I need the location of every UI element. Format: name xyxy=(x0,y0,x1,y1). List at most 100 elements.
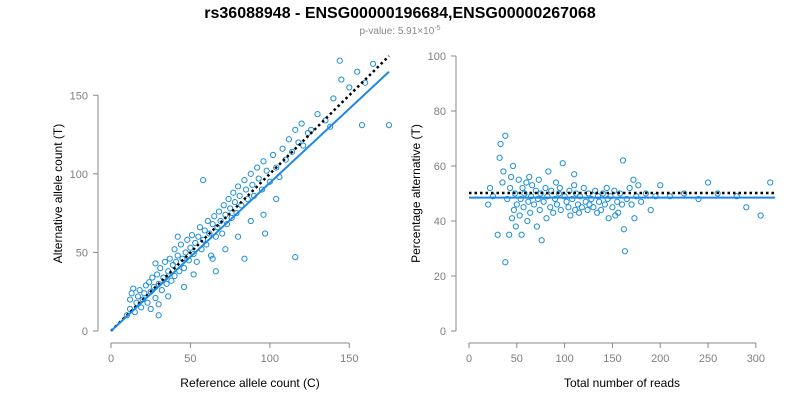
data-point xyxy=(538,237,545,244)
data-point xyxy=(628,201,635,208)
data-point xyxy=(618,201,626,208)
data-point xyxy=(535,176,542,183)
data-point xyxy=(147,305,154,313)
reference-line xyxy=(110,55,390,332)
data-point xyxy=(300,142,307,149)
data-point xyxy=(609,204,616,211)
data-point xyxy=(569,195,576,203)
data-point xyxy=(142,282,150,289)
subtitle-text: p-value: 5.91×10 xyxy=(359,26,434,37)
data-point xyxy=(695,195,702,203)
data-point xyxy=(496,154,503,161)
data-point xyxy=(209,255,216,262)
data-point xyxy=(149,274,156,281)
data-point xyxy=(525,198,532,205)
data-point xyxy=(652,193,659,200)
data-point xyxy=(190,250,197,258)
data-point xyxy=(666,193,673,200)
data-point xyxy=(563,198,570,205)
subtitle-exponent: -5 xyxy=(434,25,440,32)
data-point xyxy=(497,140,504,148)
data-point xyxy=(584,206,591,214)
data-point xyxy=(607,193,614,200)
data-point xyxy=(285,136,293,143)
data-point xyxy=(273,164,280,171)
data-point xyxy=(138,304,145,311)
data-point xyxy=(578,204,585,211)
data-point xyxy=(548,187,555,194)
data-point xyxy=(126,296,134,303)
data-point xyxy=(620,226,628,233)
data-point xyxy=(249,181,256,188)
data-point xyxy=(529,182,536,189)
data-point xyxy=(508,215,516,222)
y-tick-label: 40 xyxy=(434,216,446,228)
data-point xyxy=(204,217,212,225)
data-point xyxy=(485,201,492,208)
data-point xyxy=(642,190,650,197)
data-point xyxy=(657,182,664,189)
data-point xyxy=(169,261,177,269)
data-point xyxy=(370,60,377,67)
data-point xyxy=(231,199,239,206)
data-point xyxy=(136,287,143,294)
data-point xyxy=(212,268,219,275)
data-point xyxy=(247,170,254,177)
data-point xyxy=(201,227,208,234)
y-tick-label: 50 xyxy=(76,247,88,259)
data-point xyxy=(519,184,526,192)
data-point xyxy=(540,198,547,205)
data-point xyxy=(258,186,266,193)
data-point xyxy=(217,217,224,225)
data-point xyxy=(523,179,530,186)
data-point xyxy=(173,258,180,265)
data-point xyxy=(168,277,175,284)
data-point xyxy=(247,217,254,225)
data-point xyxy=(513,201,520,208)
data-point xyxy=(190,271,197,278)
data-point xyxy=(288,148,296,155)
x-tick-label: 0 xyxy=(466,353,472,365)
data-point xyxy=(230,189,237,196)
data-point xyxy=(263,167,270,174)
data-point xyxy=(225,195,232,203)
y-tick-label: 150 xyxy=(70,90,88,102)
data-point xyxy=(141,290,148,297)
y-tick-label: 100 xyxy=(70,169,88,181)
x-axis-title: Reference allele count (C) xyxy=(180,376,319,390)
x-tick-label: 300 xyxy=(747,353,765,365)
right-scatter-panel: 0 50 100 150 200 250 300 0 20 40 60 80 100 Total numb… xyxy=(409,51,775,390)
x-tick-label: 150 xyxy=(603,353,621,365)
data-point xyxy=(155,301,162,308)
y-tick-label: 100 xyxy=(428,51,446,63)
data-point xyxy=(215,208,223,215)
data-point xyxy=(743,204,750,211)
data-point xyxy=(559,160,566,167)
data-point xyxy=(575,209,583,216)
data-point xyxy=(510,206,518,214)
data-point xyxy=(220,202,227,209)
data-point xyxy=(227,205,234,212)
data-point xyxy=(507,173,515,181)
data-point xyxy=(327,123,334,130)
data-point xyxy=(152,294,159,302)
data-point xyxy=(255,175,262,182)
data-point xyxy=(234,233,242,240)
data-point xyxy=(158,287,165,294)
data-point xyxy=(207,252,215,259)
data-point xyxy=(219,230,226,237)
data-point xyxy=(551,195,559,203)
data-point xyxy=(155,312,162,319)
data-point xyxy=(494,231,501,238)
data-point xyxy=(180,265,188,272)
chart-title: rs36088948 - ENSG00000196684,ENSG0000026… xyxy=(204,5,596,22)
data-point xyxy=(545,168,552,175)
data-point xyxy=(211,213,218,220)
data-point xyxy=(621,248,628,255)
x-tick-label: 200 xyxy=(651,353,669,365)
data-point xyxy=(200,236,207,243)
data-point xyxy=(524,217,531,225)
data-point xyxy=(171,246,178,253)
y-tick-label: 20 xyxy=(434,271,446,283)
data-point xyxy=(616,190,624,197)
